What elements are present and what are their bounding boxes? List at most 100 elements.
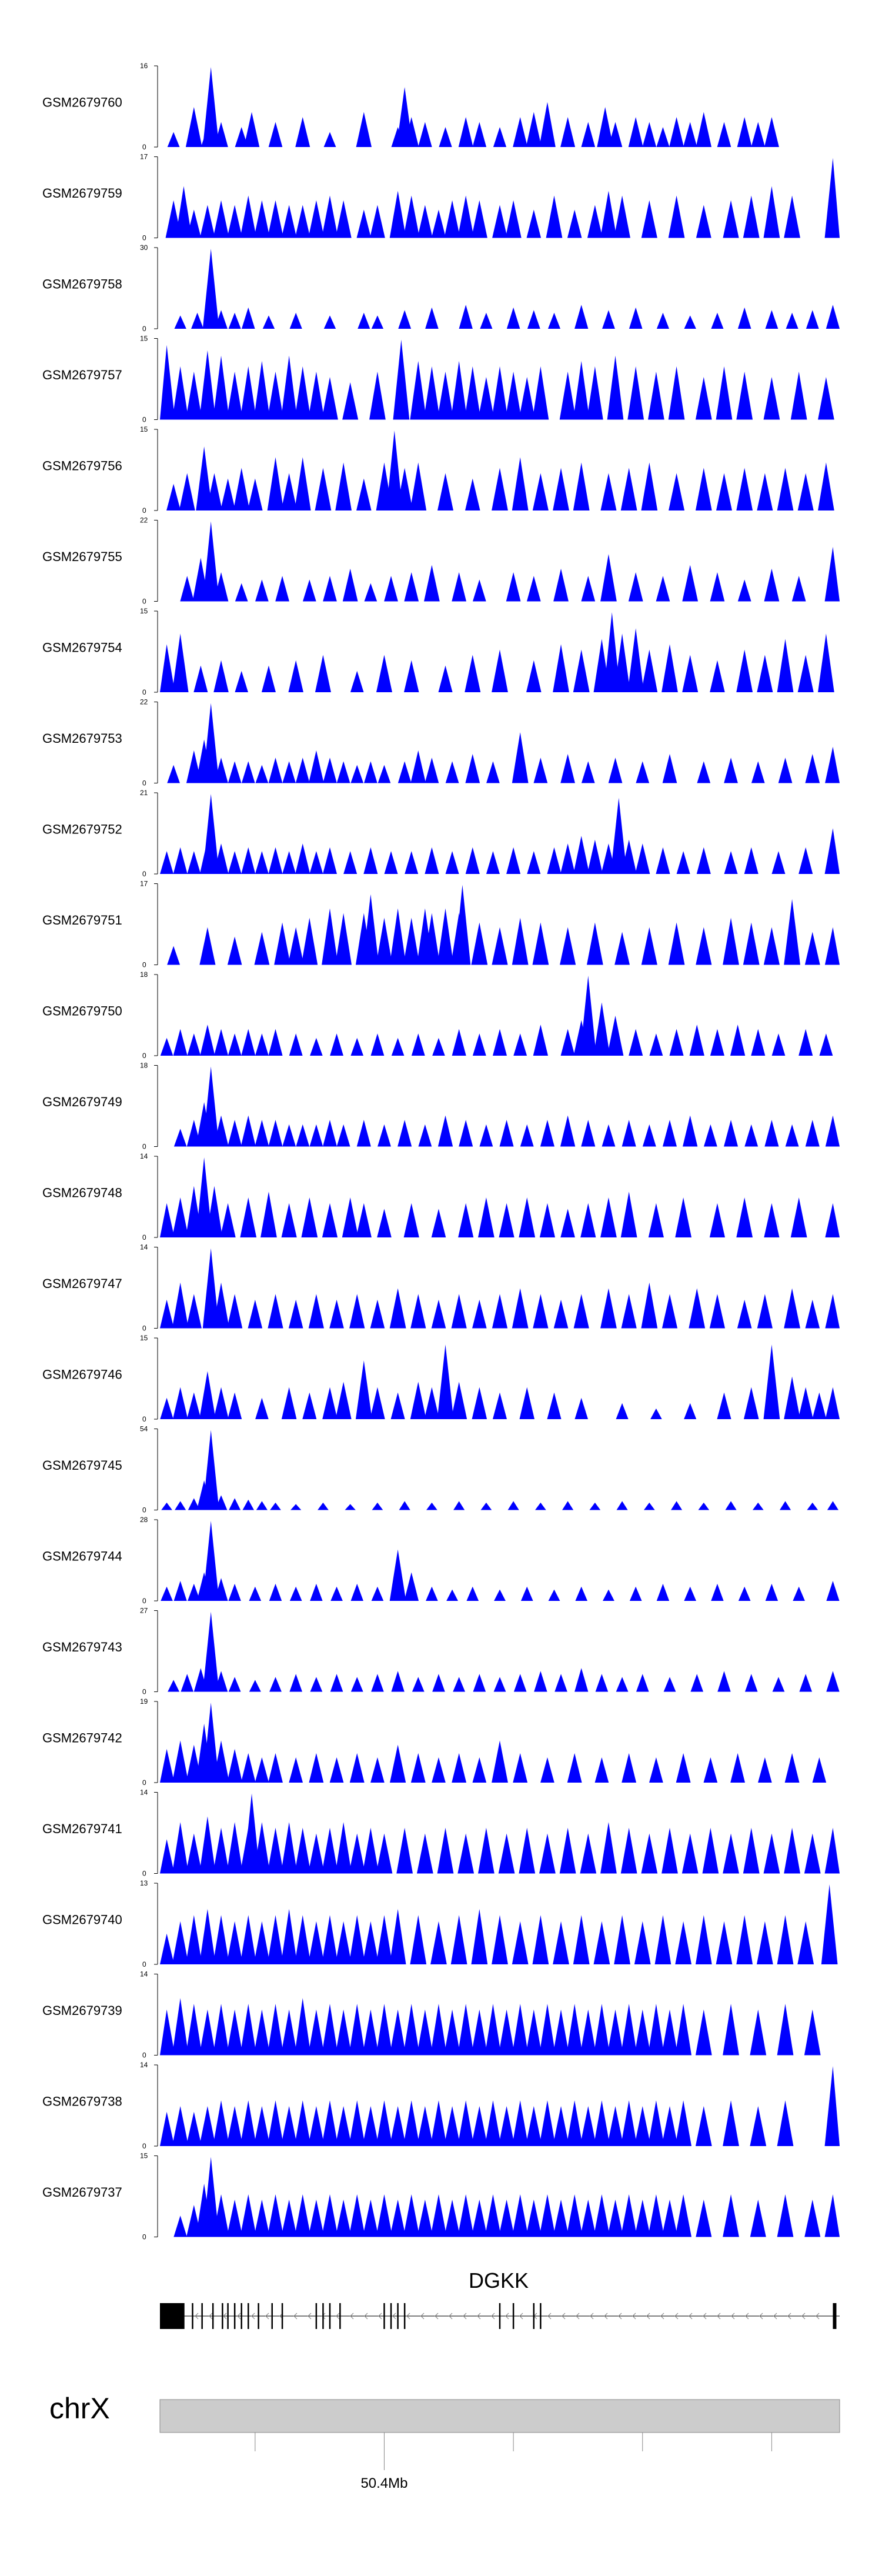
peak	[260, 1192, 277, 1237]
peak	[573, 1294, 589, 1329]
peak	[396, 87, 413, 147]
peak	[614, 932, 630, 965]
peak	[737, 307, 751, 329]
y-tick-label-min: 0	[142, 143, 146, 151]
peak	[437, 371, 454, 420]
gene-label: DGKK	[469, 2268, 529, 2293]
peak	[710, 1029, 724, 1056]
peak	[386, 431, 403, 510]
gene-utr	[160, 2303, 183, 2329]
strand-chevron	[689, 2313, 693, 2320]
peak	[736, 1915, 753, 1964]
peak	[172, 1282, 189, 1329]
peak	[233, 468, 250, 510]
peak	[425, 307, 439, 329]
strand-chevron	[322, 2313, 326, 2320]
peak	[492, 205, 507, 238]
peak	[684, 315, 696, 329]
peak	[193, 665, 208, 692]
strand-chevron	[519, 2313, 523, 2320]
peak	[309, 1753, 324, 1783]
peak	[363, 847, 378, 874]
strand-chevron	[731, 2313, 735, 2320]
peak	[525, 2106, 542, 2146]
peak	[393, 339, 410, 420]
peak	[562, 1501, 574, 1510]
peak	[214, 1029, 229, 1056]
track-label: GSM2679749	[42, 1095, 122, 1109]
peak	[737, 1299, 752, 1329]
peak	[744, 1124, 759, 1147]
strand-chevron	[378, 2313, 382, 2320]
peak	[593, 1921, 610, 1964]
peak	[743, 922, 760, 965]
peak	[471, 1908, 488, 1964]
peak	[411, 1033, 425, 1056]
peak	[450, 361, 467, 420]
y-tick-label-max: 22	[140, 698, 148, 706]
strand-chevron	[336, 2313, 340, 2320]
y-tick-label-min: 0	[142, 1233, 146, 1242]
y-tick-label-min: 0	[142, 688, 146, 696]
peak	[751, 761, 765, 783]
peak	[215, 1495, 228, 1510]
peak	[288, 1299, 303, 1329]
y-tick-label-min: 0	[142, 1778, 146, 1787]
peak	[308, 200, 325, 238]
peak	[478, 376, 495, 420]
peak	[824, 2194, 840, 2237]
peak	[539, 2100, 556, 2146]
peak	[438, 665, 453, 692]
strand-chevron	[547, 2313, 552, 2320]
peak	[614, 1915, 630, 1964]
strand-chevron	[618, 2313, 622, 2320]
track-label: GSM2679741	[42, 1821, 122, 1836]
peak	[512, 1921, 529, 1964]
y-tick-label-max: 15	[140, 2152, 148, 2160]
peak	[696, 112, 711, 147]
peak	[308, 1921, 325, 1964]
peak	[199, 1908, 216, 1964]
peak	[322, 1203, 338, 1237]
peak	[202, 249, 219, 329]
peak	[309, 750, 324, 783]
peak	[323, 576, 337, 602]
peak	[711, 312, 724, 329]
peak	[202, 1248, 219, 1329]
peak	[771, 1033, 786, 1056]
peak	[737, 579, 751, 602]
peak	[641, 1833, 658, 1874]
peak	[404, 1572, 419, 1601]
peak	[253, 361, 270, 420]
peak	[675, 1197, 691, 1237]
peak	[228, 851, 242, 874]
peak	[350, 670, 364, 692]
peak	[603, 612, 620, 692]
peak	[486, 761, 500, 783]
peak	[533, 758, 548, 783]
peak	[417, 2200, 433, 2237]
peak	[620, 1827, 637, 1874]
peak	[607, 1016, 624, 1056]
peak	[764, 568, 780, 602]
peak	[294, 457, 311, 510]
peak	[602, 310, 615, 329]
peak	[648, 1203, 664, 1237]
peak	[242, 1499, 255, 1510]
peak	[172, 1998, 189, 2056]
peak	[675, 2194, 691, 2237]
peak	[160, 2009, 175, 2056]
strand-chevron	[660, 2313, 664, 2320]
peak	[499, 1120, 514, 1147]
peak	[492, 1392, 507, 1419]
peak	[471, 2106, 488, 2146]
peak	[457, 2194, 475, 2237]
peak	[267, 2194, 284, 2237]
peak	[805, 1299, 820, 1329]
peak	[424, 1387, 440, 1419]
peak	[350, 1677, 363, 1692]
peak	[323, 315, 336, 329]
peak	[302, 1392, 317, 1419]
peak	[465, 847, 480, 874]
peak	[172, 1387, 188, 1419]
